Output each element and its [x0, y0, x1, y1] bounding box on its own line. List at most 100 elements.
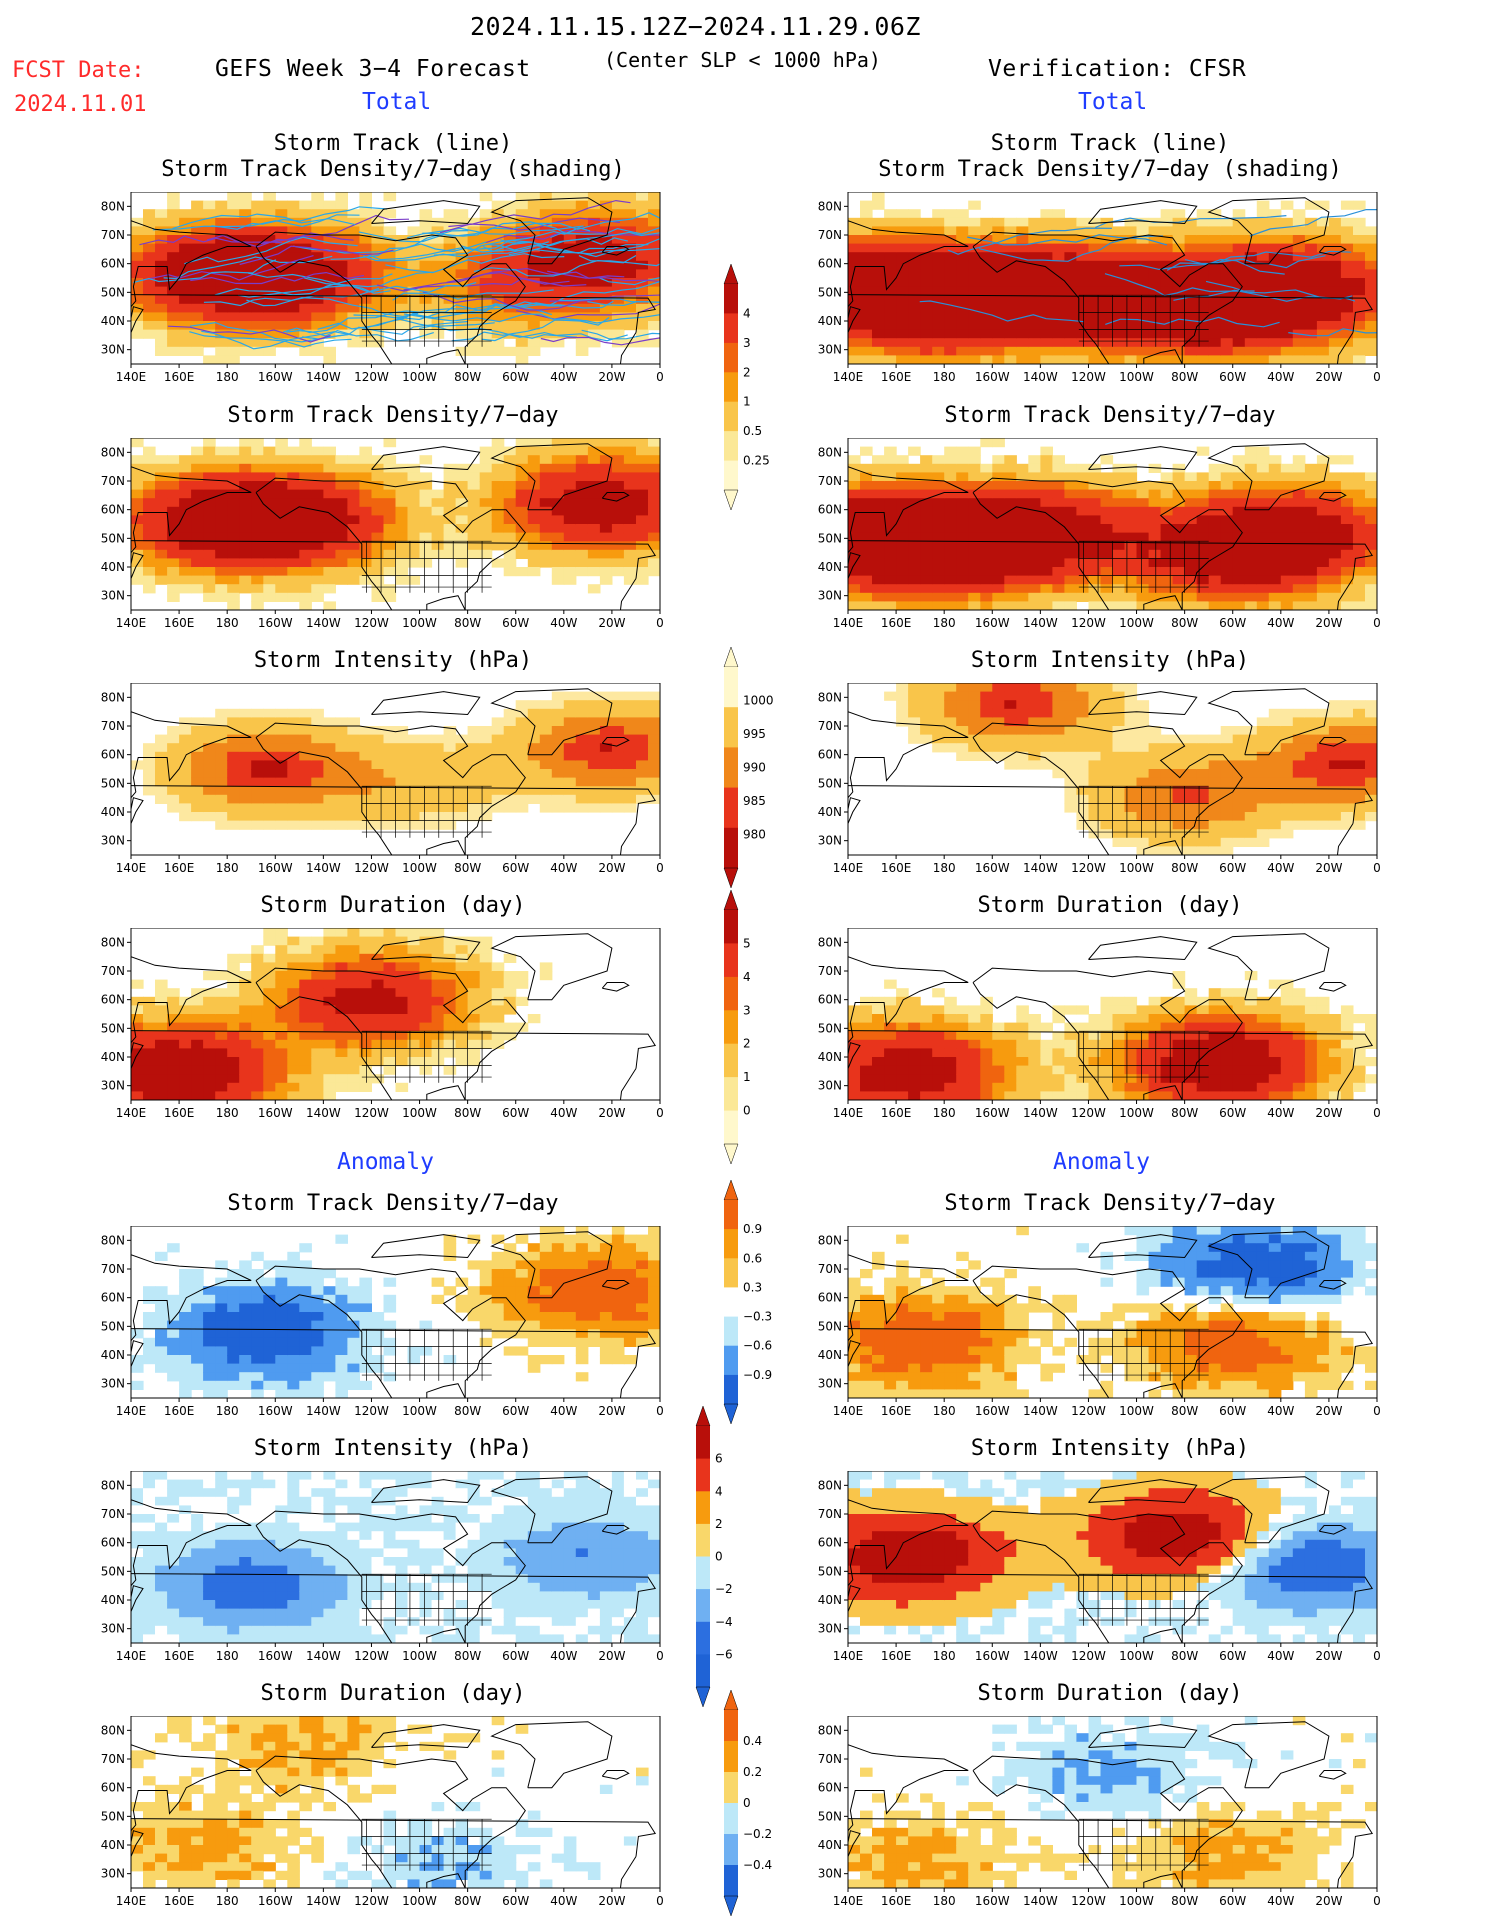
lon-tick-label: 60W	[502, 1106, 529, 1120]
lon-tick-label: 100W	[1119, 616, 1154, 630]
colorbar-label: 1	[743, 1070, 751, 1084]
lon-tick-label: 160W	[258, 861, 293, 875]
lon-tick-label: 80W	[1171, 1404, 1198, 1418]
lat-tick-label: 70N	[818, 1752, 842, 1766]
lon-tick-label: 40W	[550, 1649, 577, 1663]
lon-tick-label: 100W	[1119, 861, 1154, 875]
title-fc-density: Storm Track Density/7−day	[227, 403, 559, 428]
colorbar-label: 6	[715, 1452, 723, 1466]
lat-tick-label: 70N	[101, 474, 125, 488]
lon-tick-label: 60W	[502, 861, 529, 875]
lon-tick-label: 120W	[354, 616, 389, 630]
lat-tick-label: 40N	[818, 805, 842, 819]
lat-tick-label: 60N	[818, 993, 842, 1007]
title-fc-duration: Storm Duration (day)	[260, 893, 526, 918]
lon-tick-label: 120W	[1071, 616, 1106, 630]
lon-tick-label: 20W	[1315, 1404, 1342, 1418]
lat-tick-label: 40N	[101, 805, 125, 819]
lon-tick-label: 180	[216, 1106, 239, 1120]
colorbar-label: 1	[743, 395, 751, 409]
lon-tick-label: 100W	[1119, 1404, 1154, 1418]
lon-tick-label: 0	[656, 1649, 664, 1663]
lon-tick-label: 100W	[402, 1649, 437, 1663]
lat-tick-label: 50N	[101, 1564, 125, 1578]
lat-tick-label: 80N	[818, 199, 842, 213]
title-fc-track-line: Storm Track (line)	[273, 131, 513, 156]
lon-tick-label: 20W	[598, 861, 625, 875]
map-forecast-anom-density: 80N 70N 60N 50N 40N 30N 140E 160E 180 160W 140W 120…	[101, 1226, 664, 1418]
lon-tick-label: 160W	[975, 861, 1010, 875]
colorbar-label: 3	[743, 336, 751, 350]
colorbar-label: 2	[715, 1517, 723, 1531]
lon-tick-label: 160E	[881, 616, 912, 630]
lon-tick-label: 120W	[1071, 1404, 1106, 1418]
lat-tick-label: 40N	[101, 1838, 125, 1852]
lon-tick-label: 140E	[833, 861, 864, 875]
lat-tick-label: 70N	[101, 1262, 125, 1276]
lon-tick-label: 20W	[1315, 1106, 1342, 1120]
lon-tick-label: 160W	[975, 370, 1010, 384]
lon-tick-label: 140E	[116, 616, 147, 630]
lon-tick-label: 180	[933, 861, 956, 875]
map-verif-total-intensity: 80N 70N 60N 50N 40N 30N 140E 160E 180 160W 140W 120…	[818, 683, 1381, 875]
lat-tick-label: 50N	[101, 285, 125, 299]
lon-tick-label: 160W	[258, 1649, 293, 1663]
lat-tick-label: 70N	[818, 228, 842, 242]
lon-tick-label: 0	[656, 1106, 664, 1120]
lon-tick-label: 160W	[975, 1106, 1010, 1120]
lon-tick-label: 160E	[881, 1894, 912, 1908]
lon-tick-label: 60W	[1219, 861, 1246, 875]
lon-tick-label: 40W	[550, 861, 577, 875]
lon-tick-label: 60W	[502, 1404, 529, 1418]
lon-tick-label: 0	[1373, 861, 1381, 875]
lon-tick-label: 80W	[1171, 616, 1198, 630]
lat-tick-label: 70N	[101, 1752, 125, 1766]
lat-tick-label: 30N	[101, 1867, 125, 1881]
lat-tick-label: 40N	[818, 1593, 842, 1607]
lon-tick-label: 160W	[258, 1894, 293, 1908]
colorbar-label: 0.5	[743, 424, 762, 438]
lat-tick-label: 80N	[101, 199, 125, 213]
colorbar-label: −0.9	[743, 1368, 772, 1382]
lon-tick-label: 120W	[1071, 1106, 1106, 1120]
verification-anomaly-label: Anomaly	[1053, 1149, 1150, 1175]
lat-tick-label: 50N	[818, 1021, 842, 1035]
lat-tick-label: 80N	[101, 935, 125, 949]
lon-tick-label: 100W	[402, 1404, 437, 1418]
map-forecast-total-intensity: 80N 70N 60N 50N 40N 30N 140E 160E 180 160W 140W 120…	[101, 683, 664, 875]
lon-tick-label: 100W	[1119, 1106, 1154, 1120]
lon-tick-label: 80W	[454, 616, 481, 630]
lon-tick-label: 20W	[598, 370, 625, 384]
title-fc-anom-intensity: Storm Intensity (hPa)	[253, 1436, 533, 1461]
lon-tick-label: 140E	[833, 616, 864, 630]
lat-tick-label: 80N	[818, 1723, 842, 1737]
fcst-date-label: FCST Date:	[12, 58, 145, 83]
lon-tick-label: 180	[216, 370, 239, 384]
colorbar-label: 0.25	[743, 454, 770, 468]
title-vf-anom-intensity: Storm Intensity (hPa)	[970, 1436, 1250, 1461]
lat-tick-label: 80N	[818, 445, 842, 459]
lon-tick-label: 0	[1373, 1894, 1381, 1908]
lon-tick-label: 120W	[1071, 370, 1106, 384]
lon-tick-label: 140E	[833, 370, 864, 384]
lat-tick-label: 50N	[101, 776, 125, 790]
lon-tick-label: 180	[933, 1649, 956, 1663]
lat-tick-label: 40N	[101, 560, 125, 574]
lon-tick-label: 60W	[1219, 616, 1246, 630]
lon-tick-label: 140W	[1023, 1404, 1058, 1418]
lon-tick-label: 120W	[354, 370, 389, 384]
lon-tick-label: 40W	[1267, 861, 1294, 875]
lon-tick-label: 80W	[1171, 861, 1198, 875]
lon-tick-label: 120W	[1071, 861, 1106, 875]
lon-tick-label: 60W	[502, 616, 529, 630]
lat-tick-label: 80N	[101, 1233, 125, 1247]
lat-tick-label: 60N	[101, 1781, 125, 1795]
lon-tick-label: 0	[656, 1404, 664, 1418]
lon-tick-label: 40W	[1267, 370, 1294, 384]
colorbar-label: 980	[743, 828, 766, 842]
lon-tick-label: 180	[216, 1404, 239, 1418]
lon-tick-label: 140W	[306, 370, 341, 384]
lat-tick-label: 70N	[101, 1507, 125, 1521]
lon-tick-label: 180	[933, 616, 956, 630]
map-forecast-anom-duration: 80N 70N 60N 50N 40N 30N 140E 160E 180 160W 140W 120…	[101, 1716, 664, 1908]
